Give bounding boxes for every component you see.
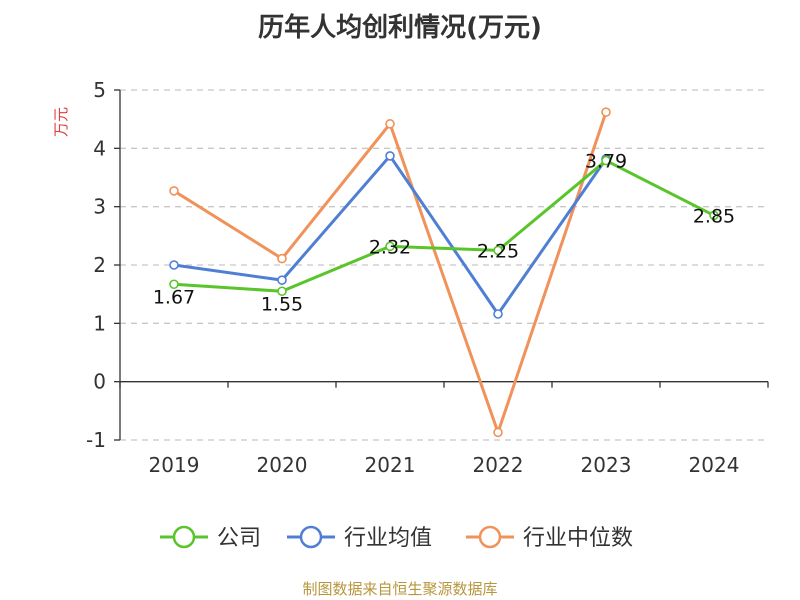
x-tick-label: 2024 — [689, 453, 740, 477]
legend-item-1: 公司 — [160, 525, 261, 551]
data-point — [709, 210, 719, 221]
legend-marker — [478, 525, 502, 549]
data-point — [493, 427, 503, 438]
data-point — [169, 260, 179, 270]
data-label: 1.67 — [153, 286, 195, 308]
data-point — [601, 107, 611, 117]
legend-label: 公司 — [217, 526, 261, 551]
x-tick-label: 2022 — [473, 453, 524, 477]
legend-item-3: 行业中位数 — [466, 525, 633, 551]
legend-label: 行业均值 — [344, 526, 432, 551]
data-label: 2.25 — [477, 240, 519, 262]
data-point — [493, 245, 503, 256]
y-axis-label: 万元 — [52, 107, 70, 137]
x-tick-label: 2019 — [149, 453, 200, 477]
data-point — [601, 155, 611, 166]
source-note: 制图数据来自恒生聚源数据库 — [302, 580, 497, 598]
grid-layer — [120, 89, 768, 441]
y-tick-label: -1 — [86, 428, 106, 452]
series-line — [173, 159, 715, 293]
legend-marker — [172, 525, 196, 549]
y-tick-label: 0 — [93, 370, 106, 394]
data-label: 3.79 — [585, 151, 627, 173]
x-tick-label: 2021 — [365, 453, 416, 477]
series-line — [173, 154, 608, 316]
data-point — [385, 151, 395, 161]
y-tick-label: 2 — [93, 253, 106, 277]
data-label: 2.32 — [369, 236, 411, 258]
data-point — [169, 186, 179, 196]
legend-item-2: 行业均值 — [287, 525, 432, 551]
y-tick-label: 5 — [93, 78, 106, 102]
data-point — [277, 275, 287, 285]
data-point — [169, 279, 179, 290]
data-point — [493, 309, 503, 319]
legend-marker — [299, 525, 323, 549]
series-layer — [169, 107, 719, 438]
data-point — [385, 119, 395, 129]
data-point — [277, 253, 287, 264]
x-tick-label: 2020 — [257, 453, 308, 477]
x-tick-label: 2023 — [581, 453, 632, 477]
series-1 — [169, 155, 719, 297]
data-label: 2.85 — [693, 205, 735, 227]
y-tick-label: 1 — [93, 311, 106, 335]
legend-label: 行业中位数 — [523, 526, 633, 551]
series-3 — [169, 107, 611, 438]
chart-title: 历年人均创利情况(万元) — [258, 12, 542, 43]
data-point — [277, 286, 287, 297]
axis-layer: -1 0 1 2 3 4 5 2019 2020 2021 2022 2023 2024 — [86, 78, 769, 477]
y-tick-label: 4 — [93, 136, 106, 160]
data-point — [385, 241, 395, 252]
data-label: 1.55 — [261, 293, 303, 315]
data-label-layer: 1.67 1.55 2.32 2.25 3.79 2.85 — [153, 151, 735, 316]
y-tick-label: 3 — [93, 195, 106, 219]
legend: 公司 行业均值 行业中位数 — [160, 525, 633, 551]
